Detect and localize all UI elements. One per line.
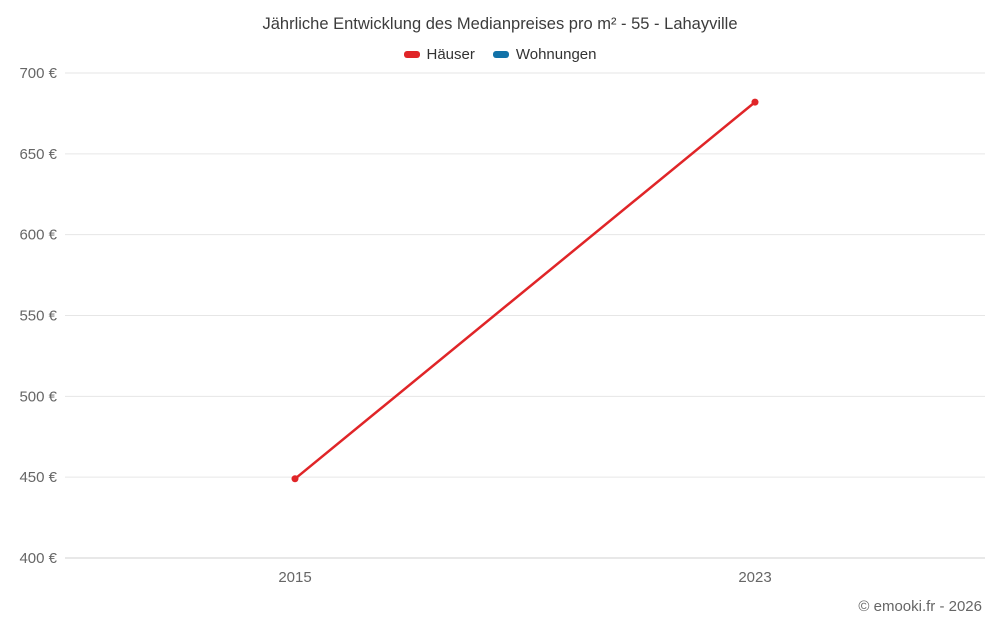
legend-item-wohnungen[interactable]: Wohnungen <box>492 46 597 63</box>
y-axis-tick-label: 400 € <box>19 550 57 567</box>
legend-swatch-icon <box>403 51 420 58</box>
chart-legend: Häuser Wohnungen <box>0 46 1000 63</box>
legend-label: Häuser <box>426 46 475 63</box>
legend-label: Wohnungen <box>515 46 597 63</box>
y-axis-tick-label: 500 € <box>19 388 57 405</box>
y-axis-tick-label: 600 € <box>19 227 57 244</box>
y-axis-tick-label: 450 € <box>19 469 57 486</box>
data-point-häuser-2015 <box>291 475 299 483</box>
series-line-häuser <box>293 100 757 481</box>
y-axis-tick-label: 700 € <box>19 65 57 82</box>
y-axis-tick-label: 650 € <box>19 146 57 163</box>
y-axis-tick-label: 550 € <box>19 308 57 325</box>
x-axis-tick-label: 2015 <box>278 569 311 586</box>
chart-title: Jährliche Entwicklung des Medianpreises … <box>262 15 738 33</box>
legend-item-häuser[interactable]: Häuser <box>403 46 475 63</box>
data-point-häuser-2023 <box>751 98 759 106</box>
x-axis-tick-label: 2023 <box>738 569 771 586</box>
legend-swatch-icon <box>492 51 509 58</box>
footer-credit: © emooki.fr - 2026 <box>858 598 982 615</box>
